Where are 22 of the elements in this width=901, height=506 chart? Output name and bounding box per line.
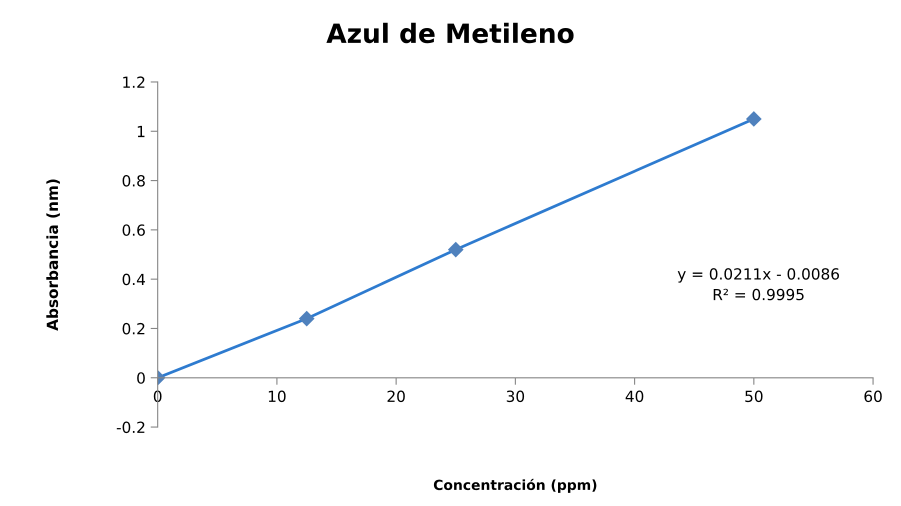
- x-tick-label: 60: [864, 390, 882, 402]
- y-tick-label: -0.2: [116, 422, 144, 434]
- point: [299, 311, 314, 326]
- x-tick-label: 50: [745, 390, 763, 402]
- point: [746, 111, 762, 127]
- y-tick-label: 0.6: [122, 224, 145, 236]
- x-tick-label: 40: [626, 390, 644, 402]
- x-tick-label: 20: [388, 390, 405, 402]
- x-tick-label: 30: [506, 390, 524, 402]
- y-tick-label: 0.8: [122, 175, 145, 187]
- annotation: y = 0.0211x - 0.0086 R² = 0.9995: [678, 268, 840, 300]
- point: [448, 242, 464, 258]
- y-tick-label: 1: [138, 126, 144, 138]
- y-tick-label: 0.2: [122, 322, 144, 334]
- y-axis-title: Absorbancia (nm): [46, 179, 60, 331]
- x-axis-title: Concentración (ppm): [434, 478, 596, 493]
- y-tick-label: 0.4: [122, 274, 146, 286]
- x-tick-label: 0: [154, 390, 162, 402]
- chart-title: Azul de Metileno: [326, 22, 574, 44]
- y-tick-label: 1.2: [123, 76, 144, 88]
- x-tick-label: 10: [268, 390, 286, 402]
- y-tick-label: 0: [137, 372, 145, 384]
